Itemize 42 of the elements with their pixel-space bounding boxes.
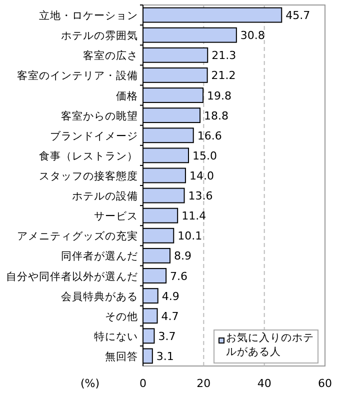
y-tick-label: その他 <box>105 310 138 323</box>
y-tick-label: 食事（レストラン） <box>39 149 138 162</box>
data-label: 19.8 <box>207 89 232 102</box>
y-tick-label: 価格 <box>116 90 138 102</box>
y-tick-label: サービス <box>94 210 138 223</box>
data-label: 30.8 <box>240 29 265 42</box>
y-tick-label: 無回答 <box>105 350 138 363</box>
y-tick-label: 同伴者が選んだ <box>61 250 138 263</box>
y-tick-label: スタッフの接客態度 <box>39 169 138 182</box>
data-label: 4.7 <box>161 310 179 323</box>
data-label: 3.7 <box>158 330 176 343</box>
y-tick-label: ブランドイメージ <box>50 129 138 142</box>
legend-label: お気に入りのホテルがある人 <box>226 331 315 359</box>
y-tick-label: 会員特典がある <box>61 290 138 303</box>
data-label: 21.3 <box>212 49 236 62</box>
data-label: 18.8 <box>204 109 229 122</box>
y-tick-label: 立地・ロケーション <box>39 9 138 22</box>
data-label: 3.1 <box>156 350 174 363</box>
y-tick-label: アメニティグッズの充実 <box>17 230 138 243</box>
data-label: 4.9 <box>162 290 180 303</box>
data-label: 11.4 <box>182 210 206 223</box>
y-tick-label: 客室のインテリア・設備 <box>17 69 138 82</box>
y-tick-label: ホテルの雰囲気 <box>61 30 138 42</box>
data-label: 14.0 <box>189 169 214 182</box>
x-tick-label: 40 <box>257 377 272 390</box>
data-label: 45.7 <box>286 9 310 22</box>
data-label: 15.0 <box>192 149 217 162</box>
y-tick-label: 客室の広さ <box>83 49 138 62</box>
y-tick-label: ホテルの設備 <box>72 190 138 203</box>
data-label: 13.6 <box>188 190 213 203</box>
x-tick-label: 20 <box>196 377 211 390</box>
y-tick-label: 特にない <box>94 330 138 343</box>
data-label: 7.6 <box>170 270 188 283</box>
y-tick-label: 客室からの眺望 <box>61 109 138 122</box>
data-label: 8.9 <box>174 250 192 263</box>
y-tick-label: 自分や同伴者以外が選んだ <box>6 270 138 283</box>
data-label: 21.2 <box>211 69 236 82</box>
data-label: 16.6 <box>197 129 222 142</box>
x-tick-label: 0 <box>140 377 146 390</box>
data-label: 10.1 <box>178 230 202 243</box>
x-tick-label: 60 <box>318 377 332 390</box>
x-axis-title: (%) <box>80 377 100 390</box>
